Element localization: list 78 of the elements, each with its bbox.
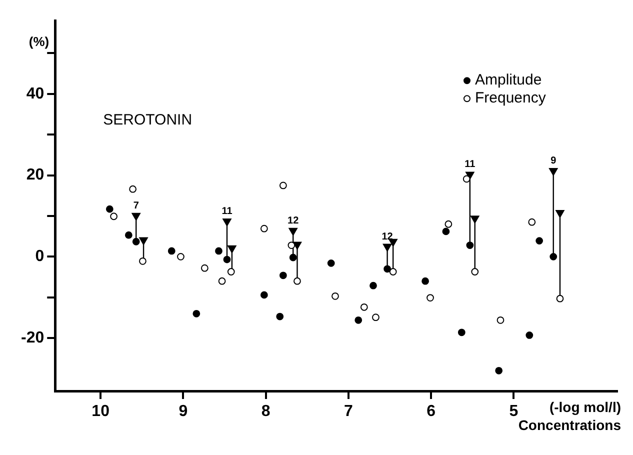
point bbox=[426, 294, 434, 302]
point bbox=[466, 242, 474, 249]
x-tick-label: 7 bbox=[344, 403, 354, 420]
point bbox=[222, 218, 232, 226]
point bbox=[496, 316, 504, 324]
point bbox=[470, 216, 480, 224]
x-tick-label: 5 bbox=[509, 403, 518, 420]
point bbox=[177, 252, 184, 260]
point bbox=[289, 254, 297, 262]
point bbox=[458, 328, 466, 336]
text: SEROTONIN bbox=[103, 112, 192, 129]
point bbox=[536, 237, 544, 245]
legend-label: Amplitude bbox=[475, 72, 542, 89]
y-tick-label: -20 bbox=[21, 329, 44, 346]
point bbox=[124, 231, 132, 239]
y-tick-label: 40 bbox=[26, 85, 44, 102]
point bbox=[260, 291, 268, 299]
point bbox=[139, 257, 146, 265]
annotation: 9 bbox=[550, 156, 557, 167]
point bbox=[556, 294, 564, 302]
point bbox=[372, 314, 380, 322]
point bbox=[388, 238, 398, 247]
annotation: 11 bbox=[464, 159, 476, 170]
point bbox=[292, 242, 302, 250]
point bbox=[215, 247, 222, 255]
point bbox=[132, 238, 140, 246]
x-tick-label: 6 bbox=[426, 403, 436, 420]
point bbox=[471, 268, 479, 276]
point bbox=[288, 228, 298, 236]
point bbox=[528, 218, 536, 226]
point bbox=[466, 172, 474, 180]
point bbox=[360, 303, 368, 311]
point bbox=[168, 247, 176, 255]
point bbox=[556, 210, 564, 218]
y-axis-title: (%) bbox=[28, 34, 50, 50]
point bbox=[200, 264, 208, 272]
point bbox=[106, 205, 114, 213]
point bbox=[526, 332, 534, 339]
point bbox=[354, 316, 362, 324]
y-tick-label: 0 bbox=[35, 248, 44, 266]
x-tick-label: 10 bbox=[92, 403, 110, 420]
point bbox=[548, 168, 558, 176]
point bbox=[422, 277, 429, 285]
annotation: 7 bbox=[133, 200, 140, 212]
point bbox=[276, 312, 284, 320]
text: (-log mol/l) bbox=[549, 398, 621, 415]
point bbox=[389, 268, 397, 276]
point bbox=[462, 175, 470, 183]
point bbox=[129, 185, 136, 193]
point bbox=[139, 237, 148, 245]
point bbox=[192, 310, 200, 318]
x-axis-title: Concentrations bbox=[518, 416, 622, 433]
point bbox=[228, 245, 236, 254]
point bbox=[288, 242, 296, 249]
point bbox=[332, 292, 339, 300]
point bbox=[444, 220, 452, 228]
point bbox=[442, 228, 450, 236]
point bbox=[384, 265, 391, 273]
x-tick-label: 9 bbox=[178, 403, 188, 420]
point bbox=[132, 212, 140, 221]
annotation: 12 bbox=[288, 215, 300, 226]
point bbox=[218, 277, 226, 285]
point bbox=[495, 366, 503, 374]
point bbox=[260, 224, 268, 232]
point bbox=[223, 256, 231, 264]
point bbox=[294, 277, 301, 285]
legend-label: Frequency bbox=[475, 90, 546, 107]
point bbox=[279, 272, 287, 280]
point bbox=[227, 268, 235, 276]
y-tick-label: 20 bbox=[26, 166, 44, 184]
annotation: 11 bbox=[222, 206, 233, 218]
point bbox=[279, 182, 287, 190]
x-tick-label: 8 bbox=[261, 403, 270, 420]
point bbox=[370, 282, 377, 290]
point bbox=[550, 252, 558, 260]
point bbox=[382, 244, 392, 252]
point bbox=[327, 259, 335, 267]
point bbox=[110, 212, 118, 220]
